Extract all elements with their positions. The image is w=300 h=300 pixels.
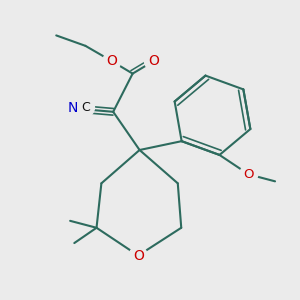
Circle shape: [76, 99, 94, 117]
Circle shape: [144, 52, 163, 70]
Text: C: C: [81, 101, 90, 114]
Text: O: O: [133, 249, 144, 262]
Text: N: N: [68, 101, 78, 115]
Circle shape: [129, 247, 147, 265]
Text: O: O: [148, 54, 159, 68]
Circle shape: [240, 165, 258, 183]
Circle shape: [103, 52, 121, 70]
Circle shape: [64, 99, 82, 117]
Text: O: O: [106, 54, 117, 68]
Text: O: O: [243, 168, 254, 181]
